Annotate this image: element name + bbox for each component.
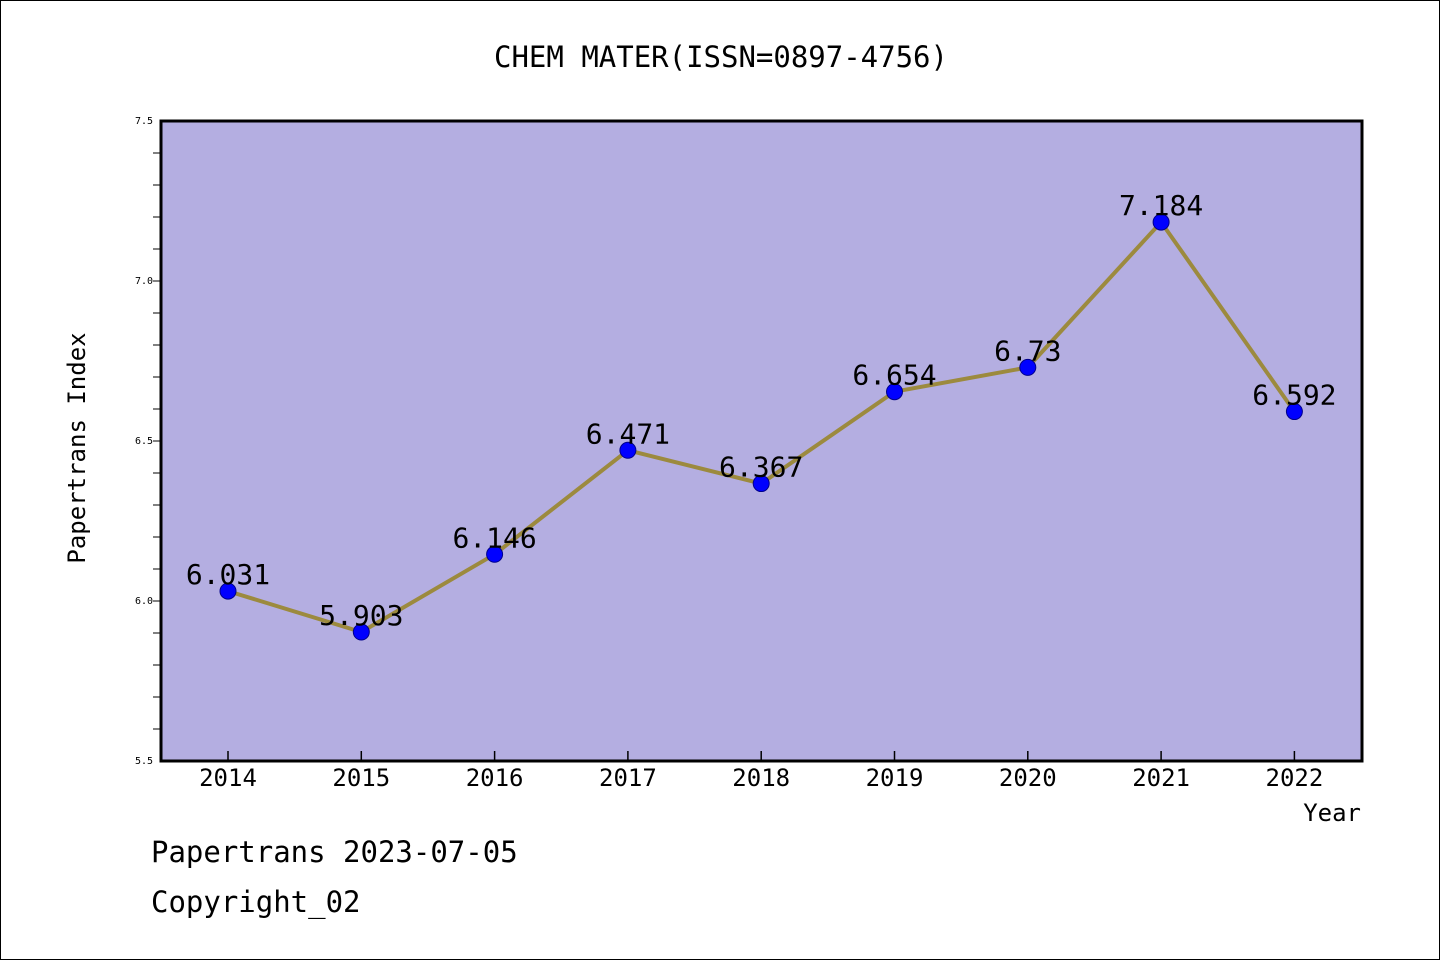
data-point-marker [619,441,637,459]
x-tick-label: 2014 [199,764,257,792]
data-point-label: 5.903 [319,599,403,632]
x-ticks [227,751,1296,761]
y-tick-label: 7.5 [135,116,153,127]
data-point-marker [1019,358,1037,376]
y-tick-label: 6.0 [135,596,153,607]
x-tick-label: 2021 [1132,764,1190,792]
data-labels: 6.031 5.903 6.146 6.471 6.367 6.654 6.73 7.184 6… [186,189,1337,632]
x-axis-label: Year [1303,799,1361,827]
data-point-label: 6.146 [452,521,536,554]
y-tick-labels: 5.5 6.0 6.5 7.0 7.5 [135,116,153,767]
y-axis-label: Papertrans Index [63,332,91,563]
footer-date-text: Papertrans 2023-07-05 [151,835,518,869]
x-tick-label: 2017 [599,764,657,792]
footer-copyright-text: Copyright_02 [151,885,361,919]
data-point-marker [886,383,903,401]
data-point-label: 6.592 [1252,379,1336,412]
x-tick-label: 2020 [999,764,1057,792]
plot-border [159,119,1364,763]
data-point-marker [1285,403,1303,421]
data-point-marker [752,475,770,493]
data-point-marker [1152,213,1170,231]
x-tick-label: 2022 [1266,764,1324,792]
y-tick-label: 7.0 [135,276,153,287]
data-point-label: 7.184 [1119,189,1203,222]
x-tick-label: 2019 [866,764,924,792]
y-tick-label: 5.5 [135,756,153,767]
data-point-label: 6.73 [994,334,1061,367]
chart-title: CHEM MATER(ISSN=0897-4756) [494,40,948,74]
x-tick-label: 2015 [332,764,390,792]
data-markers [219,213,1303,641]
x-tick-labels: 2014 2015 2016 2017 2018 2019 2020 2021 2022 [199,764,1323,792]
data-point-label: 6.654 [852,359,936,392]
x-tick-label: 2018 [732,764,790,792]
y-tick-label: 6.5 [135,436,153,447]
data-point-label: 6.471 [586,417,670,450]
x-tick-label: 2016 [466,764,524,792]
data-point-marker [219,582,237,600]
data-point-label: 6.367 [719,451,803,484]
data-point-label: 6.031 [186,558,270,591]
data-point-marker [486,545,504,563]
data-point-marker [352,623,370,641]
